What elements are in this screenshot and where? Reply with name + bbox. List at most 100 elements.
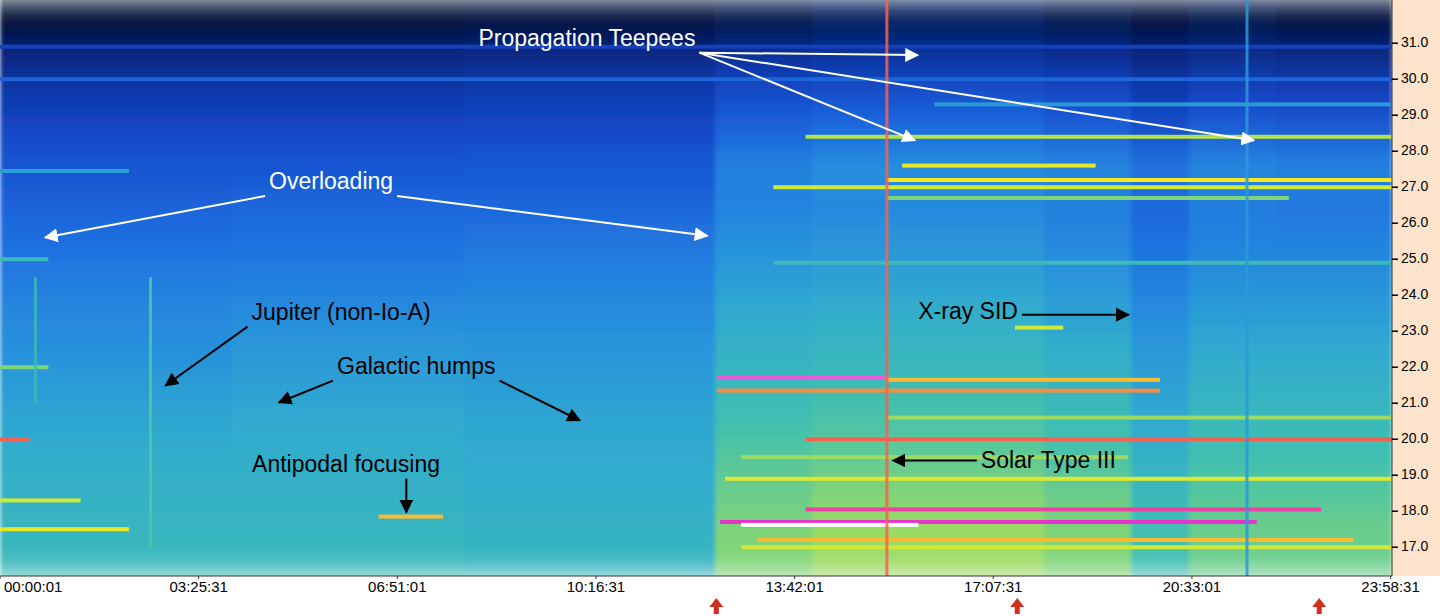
x-tick-label: 13:42:01 [765, 578, 823, 595]
x-tick-label: 23:58:31 [1361, 578, 1419, 595]
band [886, 196, 1289, 200]
cell [1131, 223, 1190, 260]
band [0, 498, 81, 502]
band [0, 257, 48, 261]
marker-arrow [1010, 598, 1024, 614]
y-tick [1392, 186, 1398, 188]
cell [1189, 115, 1277, 152]
cell [0, 475, 233, 512]
burst [149, 277, 152, 547]
cell [0, 115, 233, 152]
cell [928, 403, 1045, 440]
cell [464, 151, 716, 188]
band [0, 45, 1392, 49]
y-tick-label: 31.0 [1401, 34, 1428, 50]
cell [715, 331, 812, 368]
x-axis-line [0, 576, 1392, 577]
cells [0, 0, 1392, 576]
cell [1044, 223, 1132, 260]
annotation-arrow [45, 196, 265, 238]
annotation-arrow [699, 53, 915, 141]
page: {"chart_data": { "type": "spectrogram", … [0, 0, 1440, 616]
cell [928, 367, 1045, 404]
cell [928, 187, 1045, 224]
cell [232, 115, 465, 152]
band [0, 365, 48, 369]
annotation-arrow [279, 381, 333, 403]
band [0, 77, 1392, 81]
cell [232, 475, 465, 512]
cell [464, 187, 716, 224]
band [0, 437, 29, 441]
y-tick [1392, 402, 1398, 404]
cell [1189, 367, 1277, 404]
bands [0, 45, 1392, 549]
y-tick-label: 27.0 [1401, 178, 1428, 194]
cell [1189, 511, 1277, 548]
y-tick [1392, 150, 1398, 152]
x-tick-label: 17:07:31 [964, 578, 1022, 595]
x-tick-label: 03:25:31 [169, 578, 227, 595]
cell [928, 331, 1045, 368]
band [902, 164, 1095, 168]
cell [715, 511, 812, 548]
cell [1044, 115, 1132, 152]
band [886, 416, 1392, 420]
cell [715, 115, 812, 152]
cell [715, 223, 812, 260]
cell [812, 367, 929, 404]
cell [928, 223, 1045, 260]
x-tick-label: 06:51:01 [368, 578, 426, 595]
annotation-text: X-ray SID [918, 298, 1018, 324]
cell [1131, 0, 1190, 44]
cell [1276, 295, 1392, 332]
cell [232, 439, 465, 476]
cell [464, 403, 716, 440]
cell [1044, 403, 1132, 440]
cell [1189, 295, 1277, 332]
cell [464, 79, 716, 116]
cell [1131, 79, 1190, 116]
plot-area [0, 0, 1392, 576]
band [757, 538, 1353, 542]
cell [464, 367, 716, 404]
cell [812, 511, 929, 548]
cell [1044, 367, 1132, 404]
y-tick [1392, 78, 1398, 80]
y-tick [1392, 42, 1398, 44]
annotation-arrow [500, 381, 580, 421]
cell [464, 439, 716, 476]
y-tick-label: 23.0 [1401, 322, 1428, 338]
band [934, 102, 1392, 106]
cell [464, 511, 716, 548]
cell [232, 223, 465, 260]
cell [1189, 151, 1277, 188]
cell [715, 79, 812, 116]
y-tick [1392, 546, 1398, 548]
cell [1189, 403, 1277, 440]
cell [1276, 187, 1392, 224]
cell [1131, 439, 1190, 476]
y-tick [1392, 258, 1398, 260]
y-tick [1392, 366, 1398, 368]
cell [1276, 331, 1392, 368]
cell [232, 259, 465, 296]
cell [715, 547, 812, 576]
annotation-text: Solar Type III [981, 447, 1116, 473]
cell [1276, 511, 1392, 548]
cell [715, 367, 812, 404]
cell [464, 475, 716, 512]
band [0, 169, 129, 173]
cell [715, 0, 812, 44]
band [717, 376, 886, 380]
cell [928, 511, 1045, 548]
y-tick-label: 24.0 [1401, 286, 1428, 302]
annotation-arrow [893, 459, 977, 461]
y-tick-label: 25.0 [1401, 250, 1428, 266]
cell [232, 295, 465, 332]
annotation-text: Galactic humps [337, 353, 496, 379]
band [806, 135, 1392, 139]
cell [1189, 547, 1277, 576]
cell [232, 79, 465, 116]
cell [1189, 79, 1277, 116]
